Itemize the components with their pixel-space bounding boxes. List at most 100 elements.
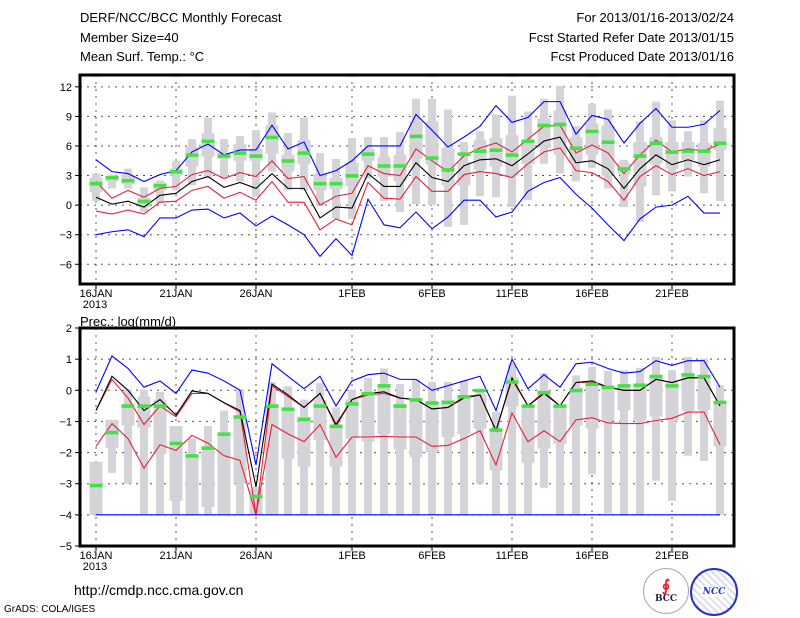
panel2-box-inner (361, 391, 375, 442)
panel2-series-lower-line (95, 411, 721, 516)
panel1-obs-marker (361, 152, 375, 156)
panel2-ytick-label: −2 (59, 448, 72, 460)
panel2-box-outer (140, 389, 148, 515)
panel2-box-inner (617, 387, 631, 411)
panel1-xtick-label: 6FEB (418, 288, 446, 300)
panel2-box-inner (265, 405, 279, 515)
panel2-obs-marker (265, 404, 279, 408)
panel1-xtick-label: 16FEB (575, 288, 609, 300)
panel2-obs-marker (633, 383, 647, 387)
panel2-box-inner (681, 372, 695, 411)
panel2-box-outer (444, 381, 452, 515)
panel1-obs-marker (313, 181, 327, 186)
panel2-obs-marker (137, 404, 151, 408)
panel2-xtick-label: 6FEB (418, 550, 446, 562)
panel2-box-outer (460, 380, 468, 515)
panel1-obs-marker (329, 181, 343, 186)
panel2-obs-marker (665, 384, 679, 388)
panel1-box-outer (172, 160, 180, 191)
panel2-box-inner (441, 399, 455, 437)
panel1-obs-marker (297, 151, 311, 155)
panel1-obs-marker (169, 170, 183, 174)
panel2-obs-marker (409, 398, 423, 402)
panel1-obs-marker (425, 156, 439, 160)
panel1-box-inner (441, 147, 455, 186)
panel2-box-outer (476, 391, 484, 484)
panel1-obs-marker (153, 183, 167, 188)
panel2-obs-marker (617, 384, 631, 388)
panel2-box-outer (364, 377, 372, 515)
panel2-box-inner (377, 384, 391, 434)
panel2-obs-marker (297, 417, 311, 422)
panel2-obs-marker (393, 404, 407, 408)
panel2-xtick-label: 1FEB (338, 550, 366, 562)
panel2-box-inner (489, 430, 503, 471)
panel2-plot-frame (78, 326, 736, 548)
panel1-obs-marker (681, 149, 695, 153)
panel1-box-inner (633, 142, 647, 187)
panel2-obs-marker (233, 415, 247, 419)
panel2-box-outer (716, 385, 724, 515)
panel1-obs-marker (281, 159, 295, 163)
panel2-obs-marker (713, 400, 727, 405)
panel2-box-inner (569, 387, 583, 426)
panel2-box-outer (556, 405, 564, 515)
panel1-box-inner (713, 128, 727, 150)
panel2-series-mean-line (95, 375, 721, 487)
panel1-box-outer (620, 159, 628, 208)
panel1-obs-marker (617, 167, 631, 171)
panel2-obs-marker (585, 382, 599, 387)
panel2-xtick-label: 16FEB (575, 550, 609, 562)
panel2-box-inner (185, 454, 199, 515)
panel2-obs-marker (489, 428, 503, 432)
panel1-obs-marker (409, 134, 423, 139)
panel2-box-inner (553, 405, 567, 445)
panel1-obs-marker (377, 164, 391, 168)
panel1-xtick-label: 21FEB (655, 288, 689, 300)
panel2-box-inner (233, 416, 247, 484)
panel2-box-outer (572, 375, 580, 515)
panel1-obs-marker (393, 164, 407, 168)
panel1-obs-marker (649, 141, 663, 146)
panel2-obs-marker (329, 424, 343, 429)
panel1-series-max-line (95, 101, 721, 183)
panel2-box-inner (537, 390, 551, 449)
panel1-xtick-label: 21JAN (159, 288, 192, 300)
panel2-obs-marker (537, 390, 551, 395)
panel1-plot-frame (78, 73, 736, 286)
panel2-box-inner (89, 461, 103, 515)
panel2-box-inner (425, 402, 439, 452)
panel2-obs-marker (89, 483, 103, 488)
panel2-box-inner (281, 407, 295, 459)
panel1-ytick-label: −6 (59, 259, 72, 271)
panel1-obs-marker (665, 150, 679, 154)
panel1-xtick-year-label: 2013 (83, 299, 107, 311)
panel1-obs-marker (489, 148, 503, 152)
panel2-box-inner (409, 399, 423, 458)
panel1-obs-marker (569, 146, 583, 150)
panel1-box-inner (537, 118, 551, 148)
panel2-box-inner (585, 381, 599, 429)
panel2-box-outer (604, 370, 612, 514)
panel2-box-outer (380, 368, 388, 515)
panel2-ytick-label: 2 (66, 323, 72, 335)
panel2-box-outer (124, 389, 132, 484)
panel2-ytick-label: −3 (59, 479, 72, 491)
panel1-ytick-label: −3 (59, 230, 72, 242)
ncc-logo: NCC (690, 568, 738, 616)
website-url[interactable]: http://cmdp.ncc.cma.gov.cn (74, 582, 244, 598)
panel2-box-inner (697, 375, 711, 411)
panel1-obs-marker (713, 141, 727, 146)
panel1-xtick-label: 16JAN (79, 288, 112, 300)
panel2-obs-marker (105, 430, 119, 435)
panel1-obs-marker (233, 151, 247, 155)
panel1-box-inner (665, 142, 679, 169)
panel2-box-inner (201, 446, 215, 508)
panel2-xtick-year-label: 2013 (83, 561, 107, 573)
panel1-box-inner (649, 137, 663, 164)
panel1-obs-marker (105, 176, 119, 180)
panel2-box-inner (137, 396, 151, 428)
panel2-obs-marker (505, 380, 519, 384)
panel2-box-inner (713, 403, 727, 447)
